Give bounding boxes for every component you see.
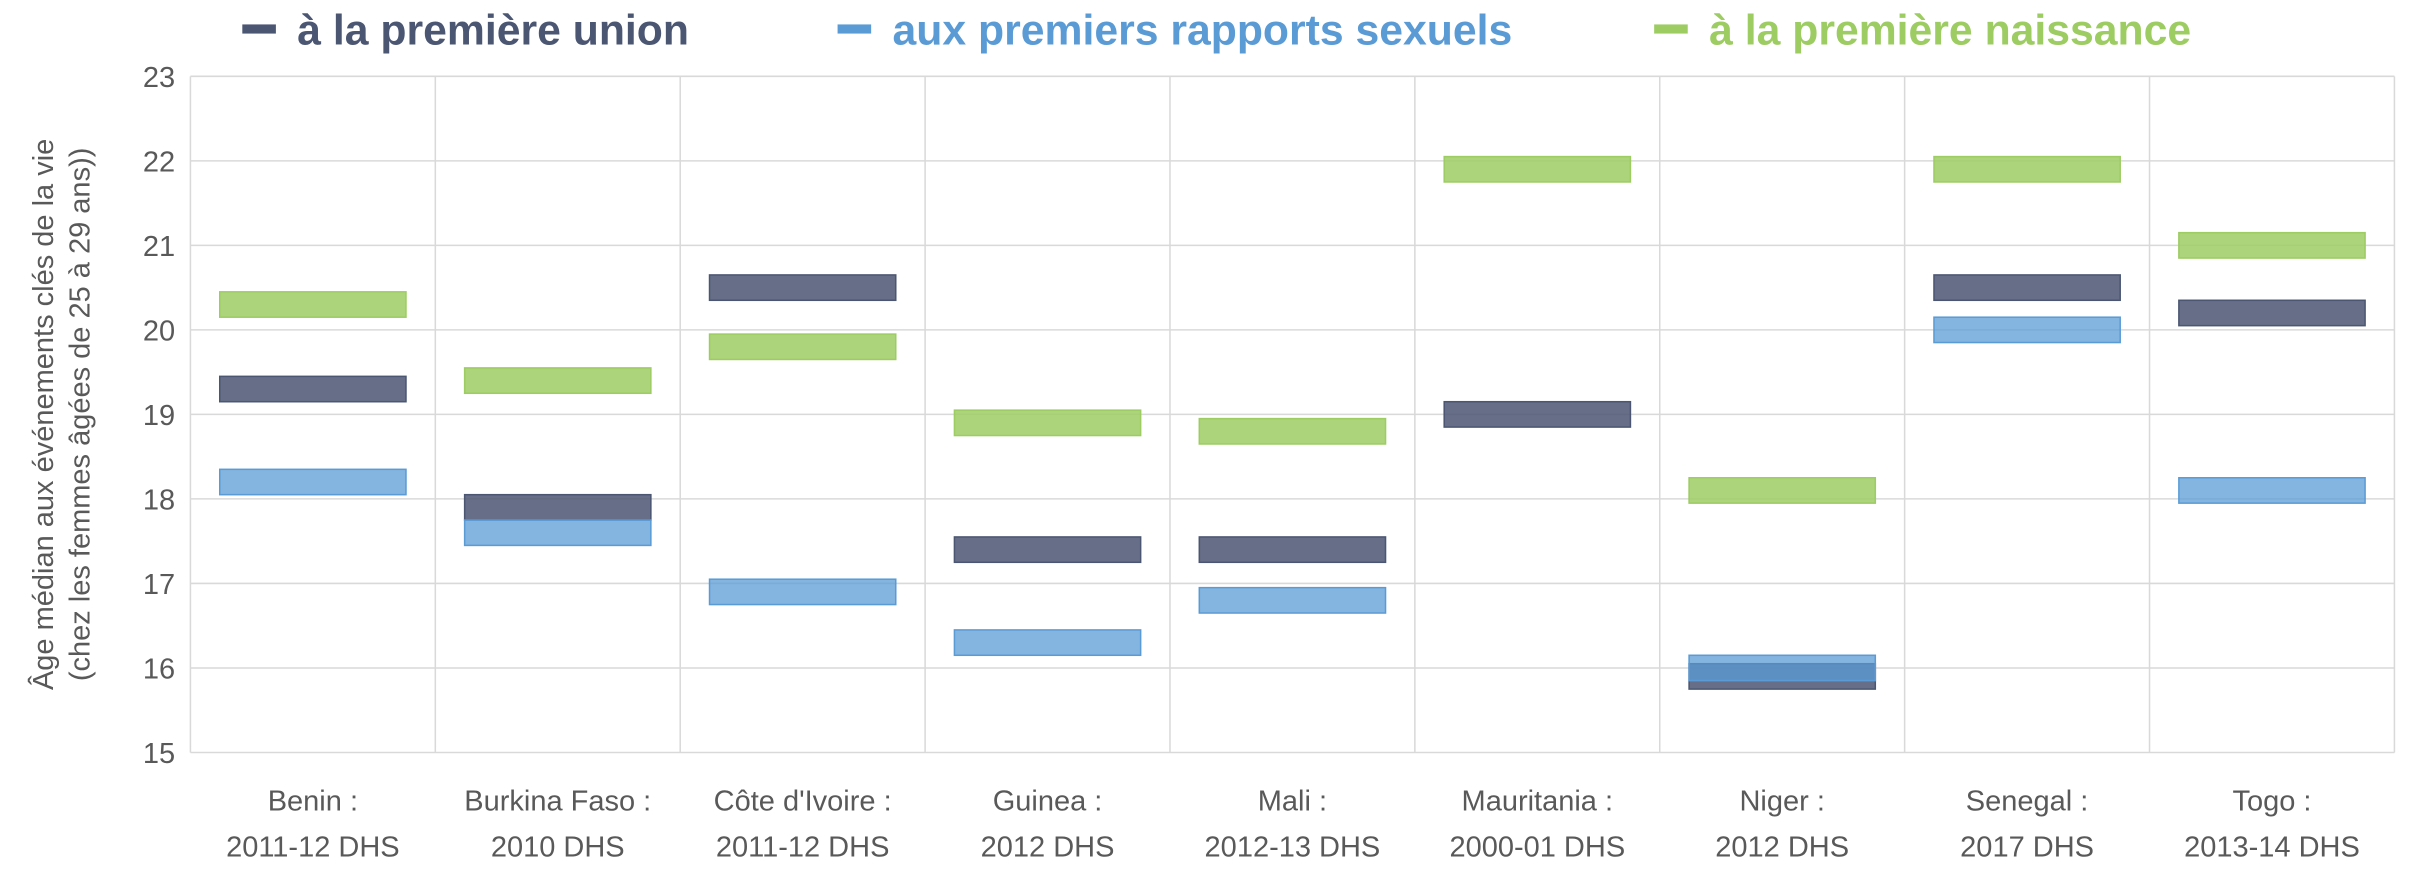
bar [463, 493, 652, 521]
x-tick-label: 2000-01 DHS [1449, 831, 1625, 863]
y-axis-label: (chez les femmes âgées de 25 à 29 ans)) [65, 148, 97, 682]
legend-swatch [1654, 24, 1688, 34]
x-tick-label: Togo : [2232, 785, 2311, 817]
x-tick-label: 2010 DHS [491, 831, 625, 863]
bar [1688, 654, 1877, 682]
bar [218, 468, 407, 496]
bar [708, 578, 897, 606]
y-tick-label: 17 [143, 569, 175, 601]
bar [1933, 155, 2121, 183]
x-tick-label: 2012 DHS [981, 831, 1115, 863]
bar [708, 333, 897, 361]
bar [708, 274, 897, 302]
legend-label: aux premiers rapports sexuels [893, 6, 1513, 54]
x-tick-label: 2012-13 DHS [1205, 831, 1381, 863]
bar [1198, 536, 1387, 564]
bar [1443, 400, 1632, 428]
bar [463, 519, 652, 547]
y-tick-label: 22 [143, 147, 175, 179]
x-tick-label: 2011-12 DHS [226, 831, 400, 863]
x-tick-label: 2012 DHS [1715, 831, 1849, 863]
x-tick-label: Burkina Faso : [464, 785, 651, 817]
legend-swatch [242, 24, 276, 34]
x-tick-label: Côte d'Ivoire : [714, 785, 892, 817]
bar [463, 367, 652, 395]
legend-label: à la première union [297, 6, 689, 54]
x-tick-label: Guinea : [993, 785, 1103, 817]
y-axis-label: Âge médian aux événements clés de la vie [27, 139, 60, 690]
bar [218, 375, 407, 403]
x-tick-label: 2011-12 DHS [716, 831, 890, 863]
bar [218, 291, 407, 318]
x-tick-label: 2017 DHS [1960, 831, 2094, 863]
bar [2178, 299, 2366, 327]
bar [953, 409, 1142, 437]
bar [1198, 586, 1387, 614]
bar [953, 536, 1142, 564]
legend-label: à la première naissance [1709, 6, 2191, 54]
bar [1933, 274, 2121, 302]
legend-swatch [837, 24, 872, 34]
bar [1443, 155, 1632, 183]
x-tick-label: Mali : [1258, 785, 1327, 817]
bar [953, 629, 1142, 657]
bar [2178, 477, 2366, 504]
x-tick-label: Mauritania : [1462, 785, 1614, 817]
y-tick-label: 20 [143, 316, 175, 348]
y-tick-label: 18 [143, 485, 175, 517]
y-tick-label: 15 [143, 738, 175, 770]
x-tick-label: Benin : [268, 785, 358, 817]
y-tick-label: 16 [143, 654, 175, 686]
bar [2178, 231, 2366, 259]
y-tick-label: 21 [143, 231, 175, 263]
bar [1198, 417, 1387, 445]
y-tick-label: 23 [143, 62, 175, 94]
bar [1933, 316, 2121, 344]
x-tick-label: 2013-14 DHS [2184, 831, 2360, 863]
y-tick-label: 19 [143, 400, 175, 432]
x-tick-label: Niger : [1739, 785, 1824, 817]
x-tick-label: Senegal : [1966, 785, 2089, 817]
bar [1688, 477, 1877, 504]
